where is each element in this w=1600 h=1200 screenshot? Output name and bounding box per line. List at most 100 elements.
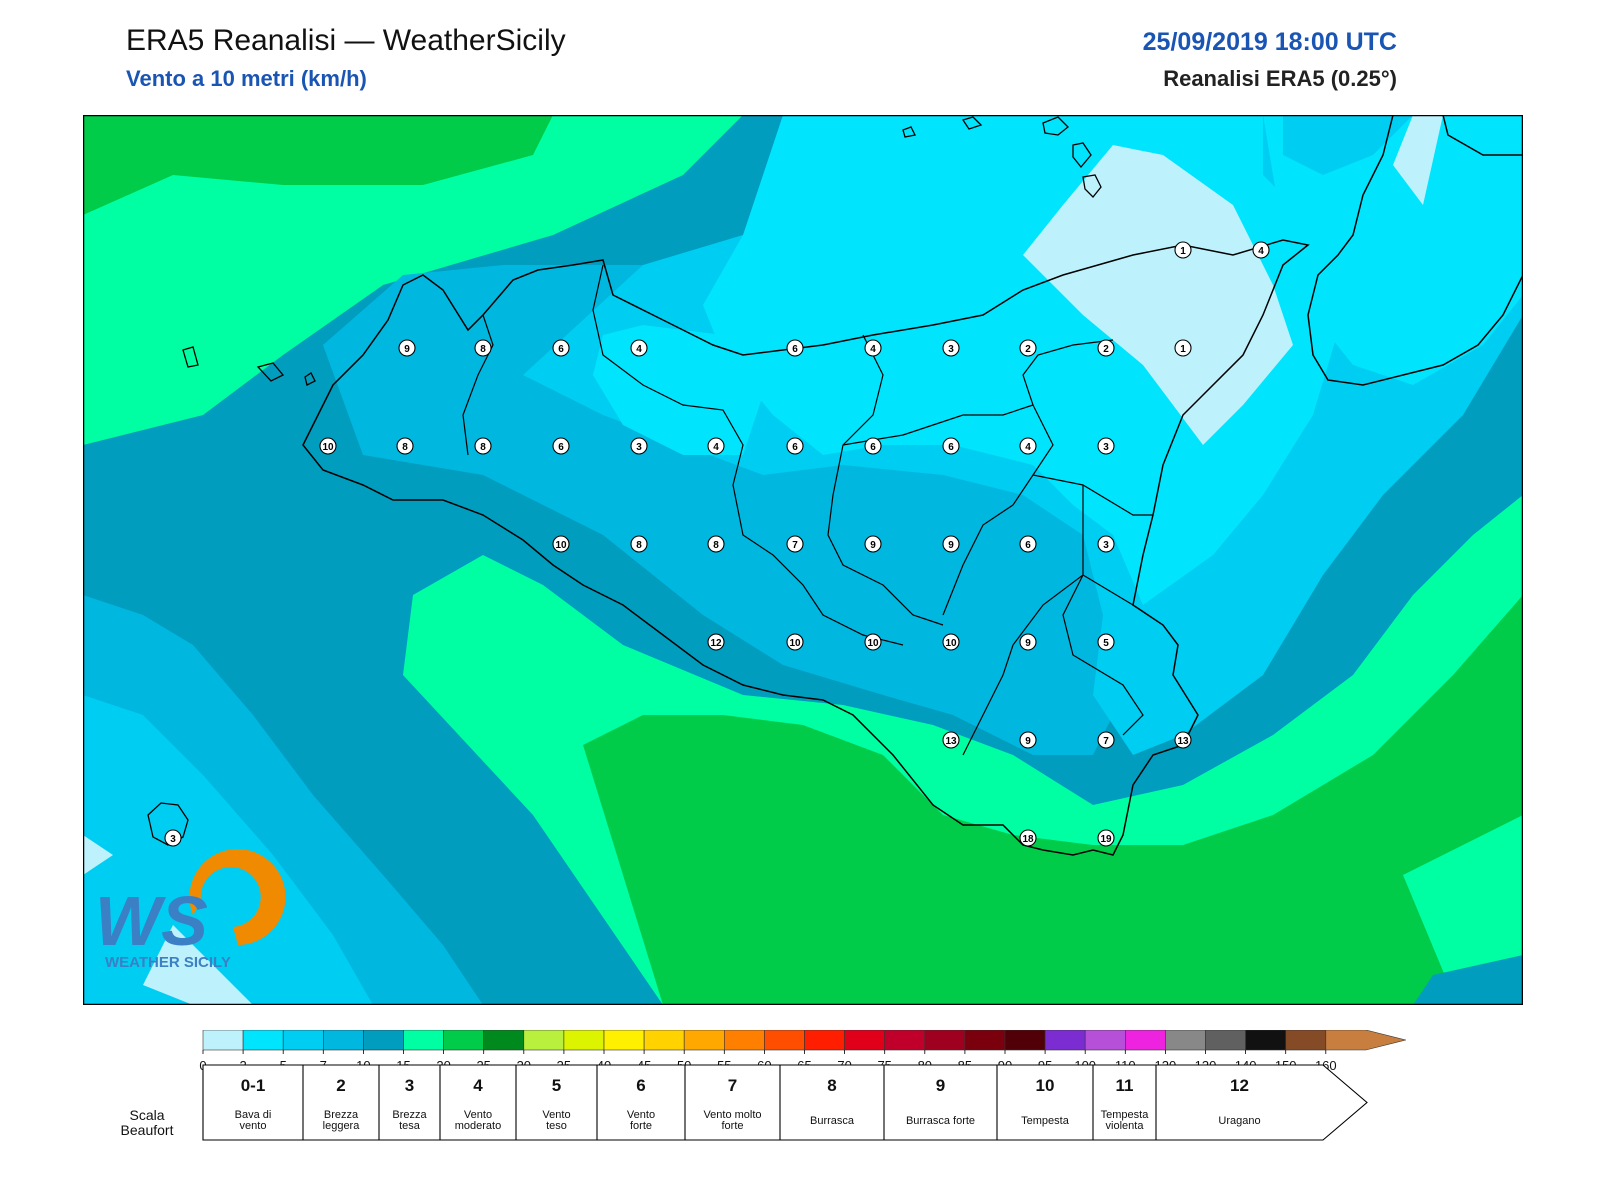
beaufort-level-number: 8 xyxy=(827,1076,836,1095)
wind-marker-label: 8 xyxy=(402,442,408,453)
sicily-coastline xyxy=(302,239,1310,856)
colorbar-swatch xyxy=(683,1030,725,1051)
wind-marker: 10 xyxy=(552,535,570,553)
colorbar-swatch xyxy=(1205,1030,1246,1051)
colorbar-swatch xyxy=(643,1030,685,1051)
calabria-coastline xyxy=(1307,115,1523,386)
beaufort-level-number: 6 xyxy=(636,1076,645,1095)
wind-marker: 7 xyxy=(786,535,804,553)
map-title: ERA5 Reanalisi — WeatherSicily xyxy=(126,24,566,57)
wind-marker: 6 xyxy=(552,437,570,455)
wind-marker-label: 3 xyxy=(636,442,642,453)
wind-marker: 9 xyxy=(398,339,416,357)
beaufort-level-description: Brezza leggera xyxy=(323,1109,361,1132)
beaufort-level-number: 2 xyxy=(336,1076,345,1095)
wind-marker-label: 10 xyxy=(555,540,567,551)
beaufort-level-number: 5 xyxy=(552,1076,561,1095)
wind-marker-label: 9 xyxy=(1025,638,1031,649)
wind-marker-label: 6 xyxy=(558,442,564,453)
map-datetime: 25/09/2019 18:00 UTC xyxy=(1142,28,1397,56)
wind-marker: 4 xyxy=(630,339,648,357)
beaufort-level-description: Vento moderato xyxy=(455,1109,501,1132)
wind-marker-label: 9 xyxy=(948,540,954,551)
wind-marker: 2 xyxy=(1019,339,1037,357)
wind-marker: 4 xyxy=(1252,241,1270,259)
colorbar-swatch xyxy=(884,1030,926,1051)
beaufort-level-description: Brezza tesa xyxy=(392,1109,427,1132)
colorbar-swatch xyxy=(523,1030,565,1051)
colorbar-swatch xyxy=(603,1030,645,1051)
wind-marker-label: 4 xyxy=(1025,442,1031,453)
wind-marker: 8 xyxy=(396,437,414,455)
wind-band-2-5-ne-pocket xyxy=(1283,115,1413,175)
wind-marker-label: 9 xyxy=(1025,736,1031,747)
wind-marker-label: 9 xyxy=(404,344,410,355)
wind-marker-label: 3 xyxy=(170,834,176,845)
beaufort-level-description: Burrasca forte xyxy=(906,1115,975,1127)
wind-marker: 1 xyxy=(1174,339,1192,357)
beaufort-level-description: Vento teso xyxy=(542,1109,570,1132)
colorbar-swatch xyxy=(1084,1030,1126,1051)
wind-marker: 3 xyxy=(942,339,960,357)
wind-marker: 10 xyxy=(786,633,804,651)
map-subtitle: Vento a 10 metri (km/h) xyxy=(126,66,367,91)
legend-panel: 0257101520253035404550556065707580859095… xyxy=(199,1030,1406,1141)
wind-band-20-25-nw xyxy=(83,115,553,215)
colorbar-swatch xyxy=(242,1030,284,1051)
colorbar xyxy=(202,1030,1406,1051)
beaufort-level-description: Vento molto forte xyxy=(703,1109,761,1132)
beaufort-box xyxy=(202,1064,1368,1141)
wind-band-15-20-nw xyxy=(83,115,743,445)
beaufort-level-number: 11 xyxy=(1116,1076,1134,1095)
beaufort-level-description: Uragano xyxy=(1218,1115,1260,1127)
wind-marker: 8 xyxy=(474,339,492,357)
wind-marker-label: 5 xyxy=(1103,638,1109,649)
wind-marker-label: 6 xyxy=(792,344,798,355)
wind-marker: 8 xyxy=(630,535,648,553)
wind-value-markers: 9 8 6 4 6 4 3 2 2 1 1 4 10 8 8 6 3 4 6 6 6 4 3 10 8 8 7 9 9 6 3 12 10 10 1… xyxy=(164,241,1270,847)
wind-marker: 7 xyxy=(1097,731,1115,749)
aeolian-islands xyxy=(902,116,1102,198)
colorbar-swatch xyxy=(723,1030,765,1051)
wind-marker: 3 xyxy=(164,829,182,847)
wind-marker: 3 xyxy=(630,437,648,455)
beaufort-scale: 0-1 Bava di vento 2 Brezza leggera 3 Brezza tesa… xyxy=(202,1064,1368,1141)
wind-band-0-2-center xyxy=(593,325,763,455)
wind-marker-label: 8 xyxy=(480,442,486,453)
wind-marker: 9 xyxy=(1019,633,1037,651)
wind-band-20-25-se xyxy=(583,595,1523,1005)
wind-band-calm-ne xyxy=(1393,115,1443,205)
wind-marker-label: 9 xyxy=(870,540,876,551)
wind-marker: 3 xyxy=(1097,437,1115,455)
wind-marker-label: 2 xyxy=(1025,344,1031,355)
wind-marker: 19 xyxy=(1097,829,1115,847)
beaufort-level-number: 7 xyxy=(728,1076,737,1095)
colorbar-swatch xyxy=(964,1030,1006,1051)
beaufort-level-description: Tempesta violenta xyxy=(1101,1109,1150,1132)
wind-marker-label: 13 xyxy=(945,736,957,747)
wind-marker-label: 10 xyxy=(789,638,801,649)
beaufort-level-number: 3 xyxy=(405,1076,414,1095)
beaufort-level-description: Vento forte xyxy=(627,1109,655,1132)
wind-marker-label: 3 xyxy=(1103,442,1109,453)
wind-band-0-2-w xyxy=(83,835,113,875)
wind-marker-label: 10 xyxy=(945,638,957,649)
wind-marker: 10 xyxy=(864,633,882,651)
wind-marker-label: 3 xyxy=(1103,540,1109,551)
colorbar-swatch xyxy=(924,1030,966,1051)
beaufort-level-description: Burrasca xyxy=(810,1115,855,1127)
wind-band-10-15-se xyxy=(1413,955,1523,1005)
wind-band-15-20-se-inner xyxy=(1403,815,1523,995)
wind-marker-label: 6 xyxy=(1025,540,1031,551)
wind-marker: 6 xyxy=(786,437,804,455)
beaufort-level-number: 0-1 xyxy=(241,1076,266,1095)
egadi-islands xyxy=(182,346,316,386)
beaufort-level-number: 4 xyxy=(473,1076,483,1095)
beaufort-level-number: 10 xyxy=(1036,1076,1055,1095)
map-source: Reanalisi ERA5 (0.25°) xyxy=(1163,66,1397,91)
wind-marker: 1 xyxy=(1174,241,1192,259)
colorbar-swatch xyxy=(1004,1030,1046,1051)
wind-marker-label: 3 xyxy=(948,344,954,355)
colorbar-swatch xyxy=(1125,1030,1166,1051)
wind-marker: 8 xyxy=(707,535,725,553)
